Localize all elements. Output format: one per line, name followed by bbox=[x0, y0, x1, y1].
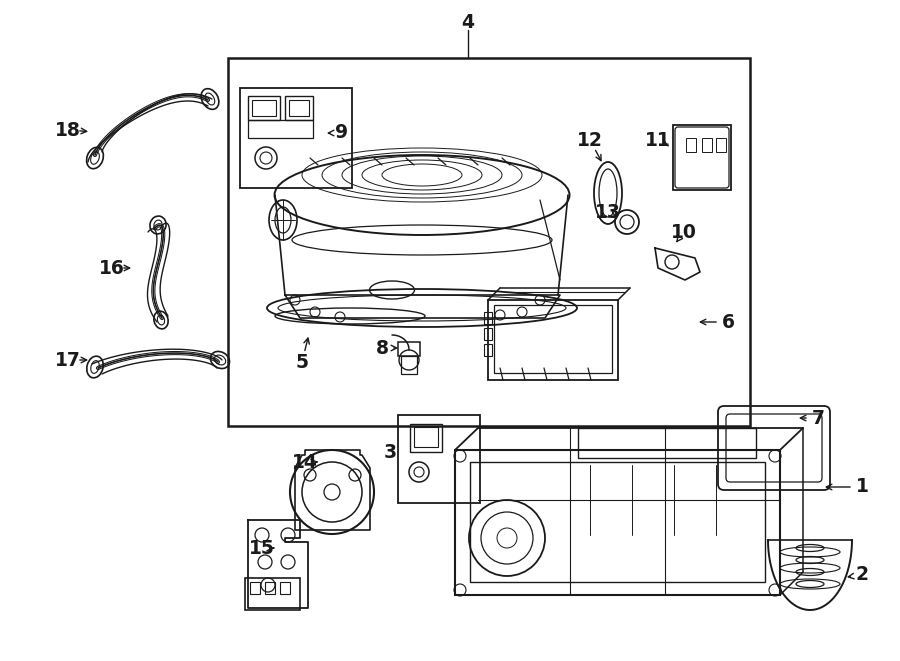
Bar bbox=[265, 582, 275, 594]
Bar bbox=[245, 578, 300, 610]
Bar bbox=[289, 100, 309, 116]
Bar bbox=[414, 427, 438, 447]
Bar bbox=[280, 582, 290, 594]
Text: 8: 8 bbox=[375, 338, 389, 358]
Bar bbox=[484, 344, 492, 356]
Bar bbox=[488, 300, 618, 380]
Text: 2: 2 bbox=[856, 566, 868, 584]
Bar bbox=[401, 356, 417, 374]
Text: 13: 13 bbox=[595, 202, 621, 221]
Text: 18: 18 bbox=[55, 120, 81, 139]
Text: 14: 14 bbox=[292, 453, 318, 471]
Bar bbox=[398, 415, 480, 503]
Text: 6: 6 bbox=[722, 313, 734, 332]
Bar bbox=[494, 305, 612, 373]
Bar bbox=[686, 138, 696, 152]
Text: 4: 4 bbox=[462, 13, 474, 32]
Bar bbox=[252, 100, 276, 116]
Bar bbox=[578, 428, 756, 458]
Text: 5: 5 bbox=[295, 352, 309, 371]
Bar bbox=[248, 96, 280, 120]
Text: 17: 17 bbox=[55, 350, 81, 369]
Bar bbox=[484, 328, 492, 340]
Text: 3: 3 bbox=[383, 444, 397, 463]
Text: 10: 10 bbox=[671, 223, 697, 241]
Bar bbox=[702, 138, 712, 152]
Text: 11: 11 bbox=[645, 130, 670, 149]
Bar bbox=[285, 96, 313, 120]
Text: 9: 9 bbox=[336, 124, 348, 143]
Bar bbox=[410, 424, 442, 452]
Bar bbox=[673, 125, 731, 190]
Text: 12: 12 bbox=[577, 130, 603, 149]
Bar bbox=[250, 582, 260, 594]
Text: 7: 7 bbox=[812, 408, 824, 428]
Bar bbox=[240, 88, 352, 188]
Text: 15: 15 bbox=[249, 539, 274, 557]
Text: 1: 1 bbox=[856, 477, 868, 496]
Bar bbox=[470, 462, 765, 582]
Bar bbox=[228, 58, 750, 426]
Bar bbox=[398, 342, 420, 356]
Bar bbox=[716, 138, 726, 152]
Bar bbox=[455, 450, 780, 595]
Text: 16: 16 bbox=[99, 258, 125, 278]
Bar bbox=[248, 120, 313, 138]
Bar bbox=[484, 312, 492, 324]
